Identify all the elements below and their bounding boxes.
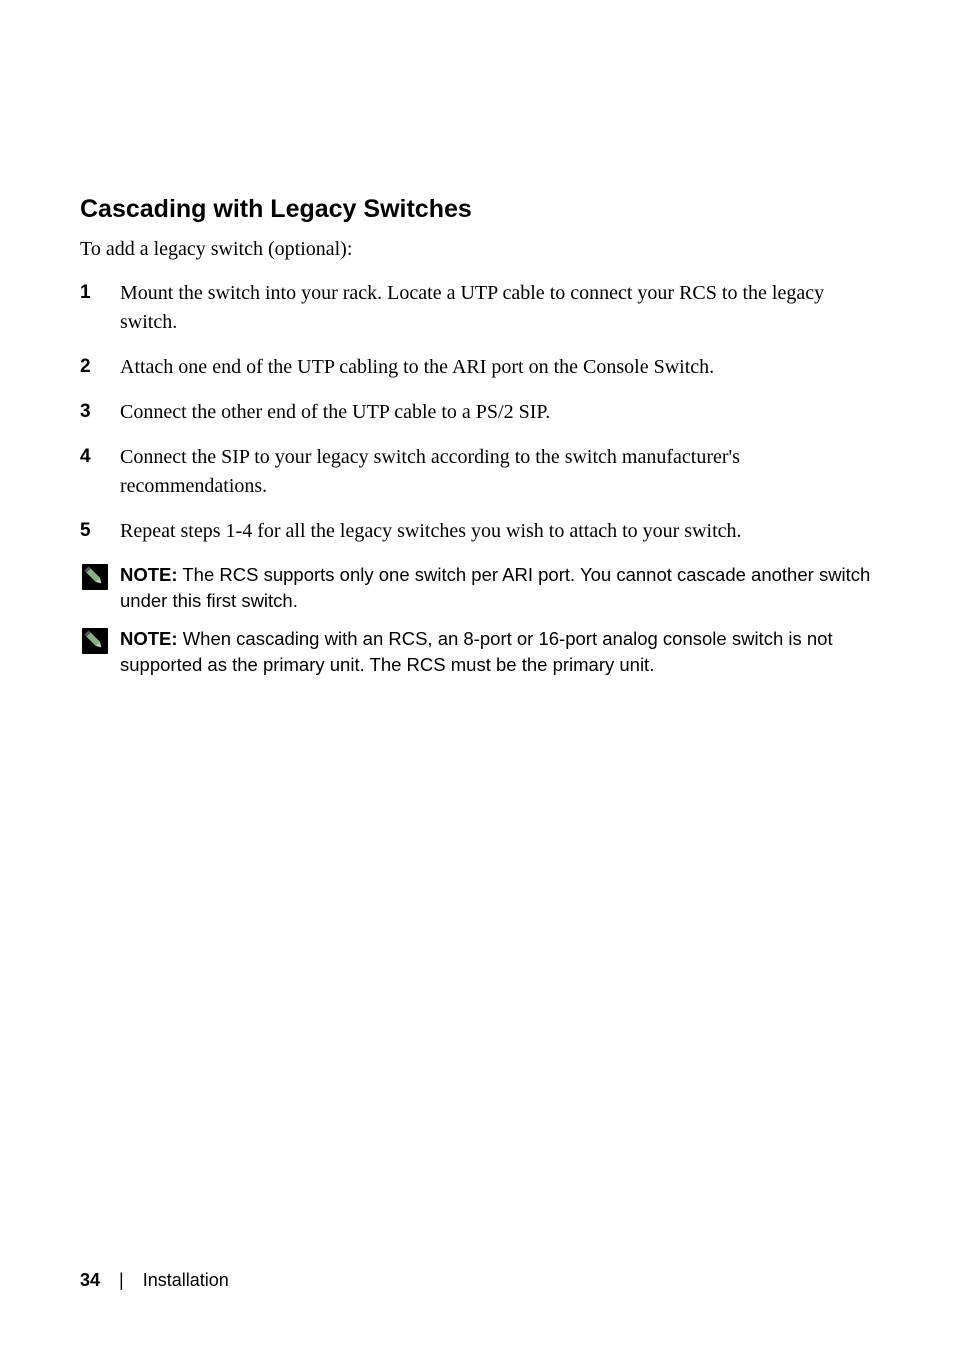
step-item: 5 Repeat steps 1-4 for all the legacy sw…: [80, 517, 874, 546]
step-item: 4 Connect the SIP to your legacy switch …: [80, 443, 874, 501]
note-text: NOTE: The RCS supports only one switch p…: [120, 562, 874, 614]
note-block: NOTE: When cascading with an RCS, an 8-p…: [80, 626, 874, 678]
note-body: The RCS supports only one switch per ARI…: [120, 564, 870, 611]
step-number: 2: [80, 353, 120, 382]
step-text: Connect the SIP to your legacy switch ac…: [120, 443, 874, 501]
note-body: When cascading with an RCS, an 8-port or…: [120, 628, 833, 675]
note-icon: [80, 626, 120, 659]
step-text: Mount the switch into your rack. Locate …: [120, 279, 874, 337]
section-heading: Cascading with Legacy Switches: [80, 195, 874, 224]
note-label: NOTE:: [120, 564, 178, 585]
steps-list: 1 Mount the switch into your rack. Locat…: [80, 279, 874, 546]
footer-section-name: Installation: [143, 1270, 229, 1290]
step-number: 5: [80, 517, 120, 546]
note-label: NOTE:: [120, 628, 178, 649]
step-text: Repeat steps 1-4 for all the legacy swit…: [120, 517, 874, 546]
step-number: 4: [80, 443, 120, 501]
intro-text: To add a legacy switch (optional):: [80, 238, 874, 261]
step-text: Connect the other end of the UTP cable t…: [120, 398, 874, 427]
step-item: 1 Mount the switch into your rack. Locat…: [80, 279, 874, 337]
note-block: NOTE: The RCS supports only one switch p…: [80, 562, 874, 614]
step-number: 3: [80, 398, 120, 427]
step-item: 3 Connect the other end of the UTP cable…: [80, 398, 874, 427]
footer-separator: |: [119, 1270, 124, 1290]
page-footer: 34 | Installation: [80, 1270, 229, 1291]
step-text: Attach one end of the UTP cabling to the…: [120, 353, 874, 382]
note-icon: [80, 562, 120, 595]
step-number: 1: [80, 279, 120, 337]
step-item: 2 Attach one end of the UTP cabling to t…: [80, 353, 874, 382]
page-number: 34: [80, 1270, 100, 1290]
note-text: NOTE: When cascading with an RCS, an 8-p…: [120, 626, 874, 678]
